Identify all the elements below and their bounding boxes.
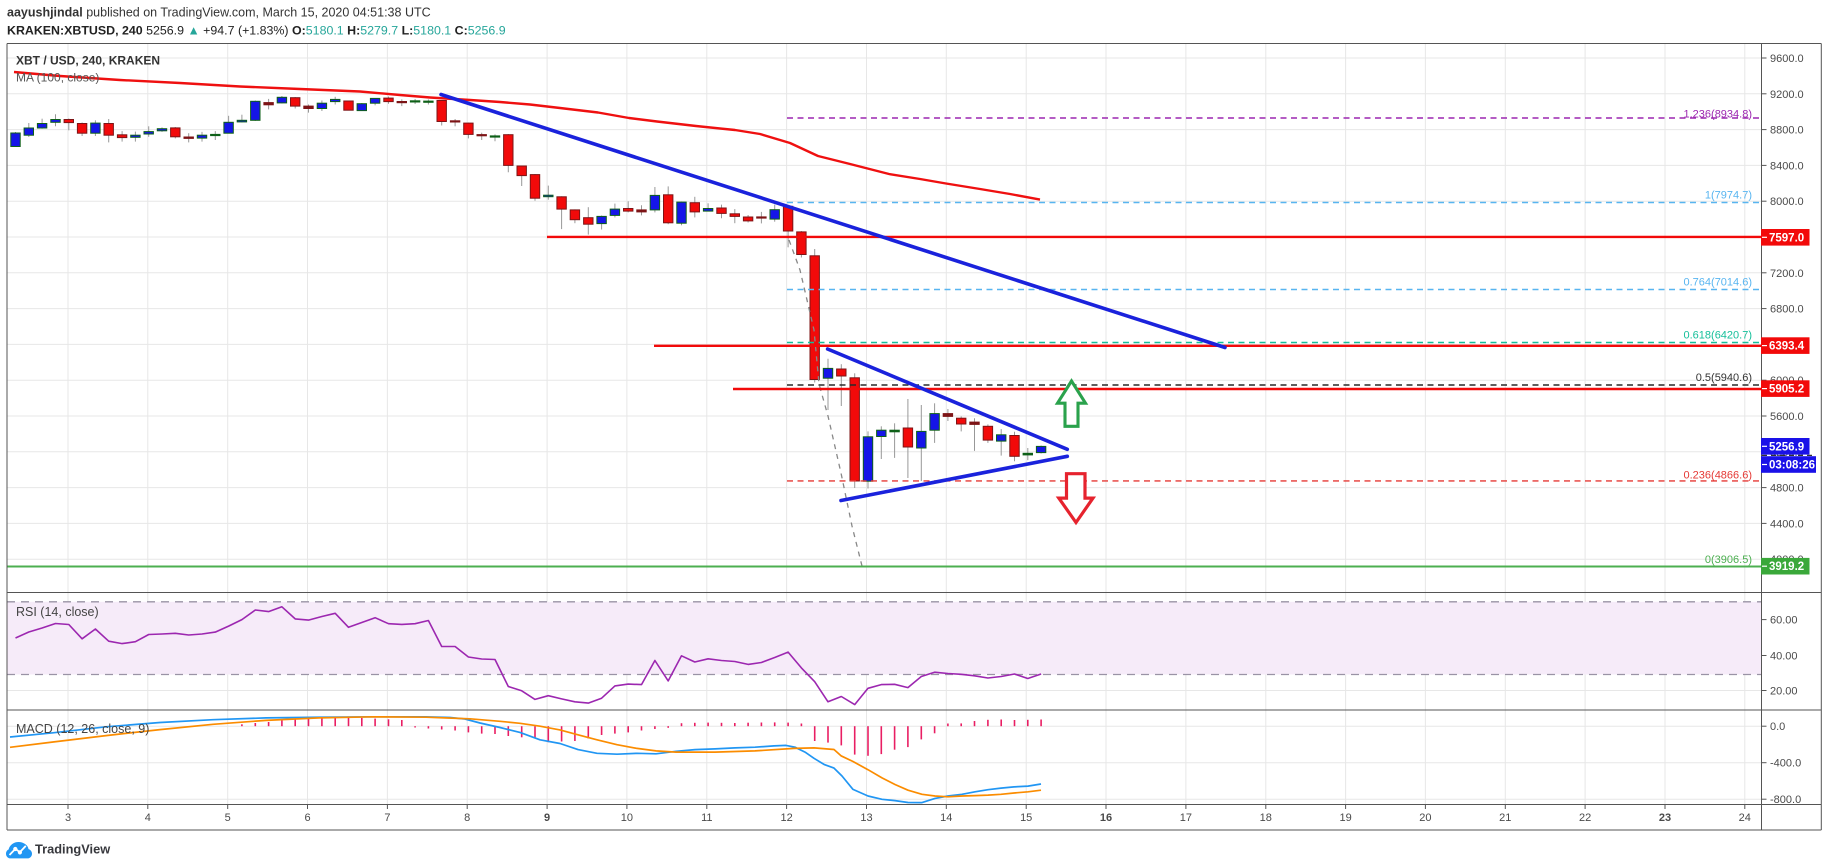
svg-text:12: 12 [780,812,792,824]
svg-text:17: 17 [1180,812,1192,824]
svg-text:21: 21 [1499,812,1511,824]
svg-text:-400.0: -400.0 [1770,758,1801,770]
svg-text:0.0: 0.0 [1770,721,1785,733]
svg-text:20.00: 20.00 [1770,686,1798,698]
svg-text:5600.0: 5600.0 [1770,411,1804,423]
svg-text:MACD (12, 26, close, 9): MACD (12, 26, close, 9) [16,722,149,736]
svg-text:-800.0: -800.0 [1770,794,1801,806]
svg-text:24: 24 [1739,812,1751,824]
svg-text:4: 4 [145,812,151,824]
svg-text:3919.2: 3919.2 [1769,561,1804,573]
svg-text:4800.0: 4800.0 [1770,483,1804,495]
svg-text:22: 22 [1579,812,1591,824]
svg-text:15: 15 [1020,812,1032,824]
svg-text:4400.0: 4400.0 [1770,518,1804,530]
svg-text:8800.0: 8800.0 [1770,125,1804,137]
svg-text:0.764(7014.6): 0.764(7014.6) [1684,276,1753,288]
svg-text:0.618(6420.7): 0.618(6420.7) [1684,329,1753,341]
svg-text:7: 7 [384,812,390,824]
svg-text:MA (100, close): MA (100, close) [16,71,99,85]
svg-text:8: 8 [464,812,470,824]
svg-text:7597.0: 7597.0 [1769,232,1804,244]
svg-text:XBT / USD, 240, KRAKEN: XBT / USD, 240, KRAKEN [16,54,160,68]
svg-text:5256.9: 5256.9 [1769,441,1804,453]
svg-text:20: 20 [1419,812,1431,824]
svg-text:19: 19 [1339,812,1351,824]
svg-text:03:08:26: 03:08:26 [1769,460,1815,472]
svg-text:14: 14 [940,812,952,824]
svg-text:13: 13 [860,812,872,824]
svg-text:10: 10 [621,812,633,824]
svg-text:3: 3 [65,812,71,824]
svg-text:1(7974.7): 1(7974.7) [1705,189,1752,201]
svg-text:aayushjindal published on Trad: aayushjindal published on TradingView.co… [7,6,431,20]
svg-text:40.00: 40.00 [1770,651,1798,663]
svg-text:11: 11 [701,812,712,824]
svg-text:18: 18 [1260,812,1272,824]
svg-text:6393.4: 6393.4 [1769,341,1805,353]
svg-text:9: 9 [544,812,550,824]
svg-text:9200.0: 9200.0 [1770,89,1804,101]
svg-text:9600.0: 9600.0 [1770,53,1804,65]
svg-text:TradingView: TradingView [35,842,110,857]
svg-text:8000.0: 8000.0 [1770,196,1804,208]
svg-text:60.00: 60.00 [1770,615,1798,627]
svg-text:0.5(5940.6): 0.5(5940.6) [1696,372,1752,384]
svg-text:23: 23 [1659,812,1671,824]
svg-text:1.236(8934.8): 1.236(8934.8) [1684,109,1753,121]
svg-text:0(3906.5): 0(3906.5) [1705,554,1752,566]
svg-text:16: 16 [1100,812,1112,824]
svg-text:RSI (14, close): RSI (14, close) [16,605,99,619]
svg-text:KRAKEN:XBTUSD, 240 5256.9 ▲ +: KRAKEN:XBTUSD, 240 5256.9 ▲ +94.7 (+1.83… [7,24,506,38]
svg-text:6800.0: 6800.0 [1770,304,1804,316]
svg-text:0.236(4866.6): 0.236(4866.6) [1684,470,1753,482]
svg-text:5905.2: 5905.2 [1769,384,1804,396]
svg-text:6: 6 [304,812,310,824]
svg-text:7200.0: 7200.0 [1770,268,1804,280]
svg-text:8400.0: 8400.0 [1770,160,1804,172]
svg-text:5: 5 [225,812,231,824]
